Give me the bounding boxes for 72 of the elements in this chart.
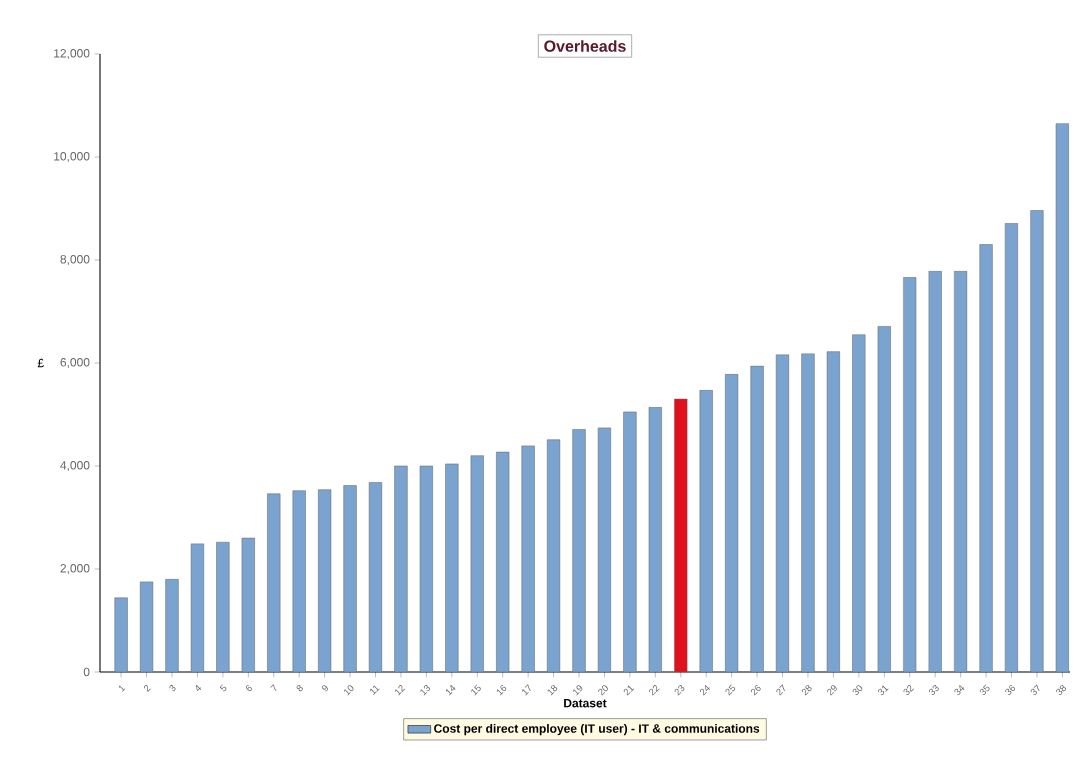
y-tick-label: 10,000 xyxy=(54,152,90,162)
y-tick-label: 8,000 xyxy=(60,255,90,265)
bar xyxy=(114,597,128,672)
x-tick-label: 32 xyxy=(903,685,915,695)
legend-label: Cost per direct employee (IT user) - IT & communications xyxy=(434,723,760,736)
x-tick-label: 9 xyxy=(322,685,328,692)
x-tick-label: 29 xyxy=(827,685,837,696)
x-tick-label: 35 xyxy=(979,684,990,695)
x-tick-label: 25 xyxy=(725,684,736,696)
x-axis-title: Dataset xyxy=(564,699,607,708)
bar xyxy=(623,411,637,672)
x-tick-label: 20 xyxy=(598,685,608,696)
chart-title: Overheads xyxy=(544,40,626,52)
bar xyxy=(572,429,586,672)
bar xyxy=(292,490,306,672)
y-tick-label: 0 xyxy=(83,667,90,677)
x-tick-label: 28 xyxy=(801,685,812,696)
x-tick-label: 23 xyxy=(674,685,685,696)
x-tick-label: 22 xyxy=(649,685,660,696)
bar xyxy=(343,485,357,672)
x-tick-label: 14 xyxy=(445,684,456,696)
bar xyxy=(165,579,179,672)
bar xyxy=(546,439,561,672)
x-tick-label: 27 xyxy=(776,684,786,696)
x-tick-label: 2 xyxy=(144,685,151,692)
x-tick-label: 10 xyxy=(344,685,354,696)
bar xyxy=(368,482,383,672)
y-tick-label: 12,000 xyxy=(54,49,90,59)
y-tick-label: 6,000 xyxy=(60,358,90,368)
x-tick-label: 18 xyxy=(547,685,558,696)
bar xyxy=(801,353,815,672)
y-tick-label: 4,000 xyxy=(60,461,90,471)
x-tick-label: 26 xyxy=(750,685,761,696)
x-tick-label: 33 xyxy=(928,685,939,695)
x-tick-label: 4 xyxy=(196,684,202,692)
x-tick-label: 38 xyxy=(1056,685,1067,695)
x-tick-label: 15 xyxy=(471,684,481,696)
bar xyxy=(699,390,713,672)
x-tick-label: 34 xyxy=(954,684,965,695)
x-tick-label: 7 xyxy=(270,684,277,692)
x-tick-label: 1 xyxy=(118,685,126,692)
y-tick-label: 2,000 xyxy=(60,564,90,574)
x-tick-label: 6 xyxy=(246,685,252,692)
x-tick-label: 24 xyxy=(700,684,711,696)
x-tick-label: 19 xyxy=(573,685,583,696)
x-tick-label: 11 xyxy=(370,685,380,695)
x-tick-label: 30 xyxy=(852,685,863,695)
bar xyxy=(648,407,662,672)
x-tick-label: 36 xyxy=(1005,685,1016,695)
bar xyxy=(318,489,332,672)
bar xyxy=(597,427,612,672)
x-tick-label: 16 xyxy=(496,685,507,696)
x-tick-label: 21 xyxy=(623,685,635,696)
bar xyxy=(267,493,281,672)
x-tick-label: 12 xyxy=(395,685,406,696)
bar xyxy=(750,365,764,672)
bar xyxy=(725,374,739,672)
x-tick-label: 31 xyxy=(878,685,889,695)
x-tick-label: 3 xyxy=(169,685,176,692)
bar xyxy=(445,463,459,672)
bar xyxy=(190,543,205,672)
y-axis-title: £ xyxy=(37,358,44,368)
bar xyxy=(470,455,484,672)
x-tick-label: 17 xyxy=(522,684,531,696)
x-tick-label: 8 xyxy=(296,685,303,692)
x-tick-label: 5 xyxy=(219,684,227,692)
x-tick-label: 13 xyxy=(420,685,431,696)
bar xyxy=(139,581,154,672)
bar xyxy=(496,451,510,672)
bar xyxy=(826,351,841,672)
x-tick-label: 37 xyxy=(1030,684,1040,695)
bar xyxy=(877,326,891,672)
